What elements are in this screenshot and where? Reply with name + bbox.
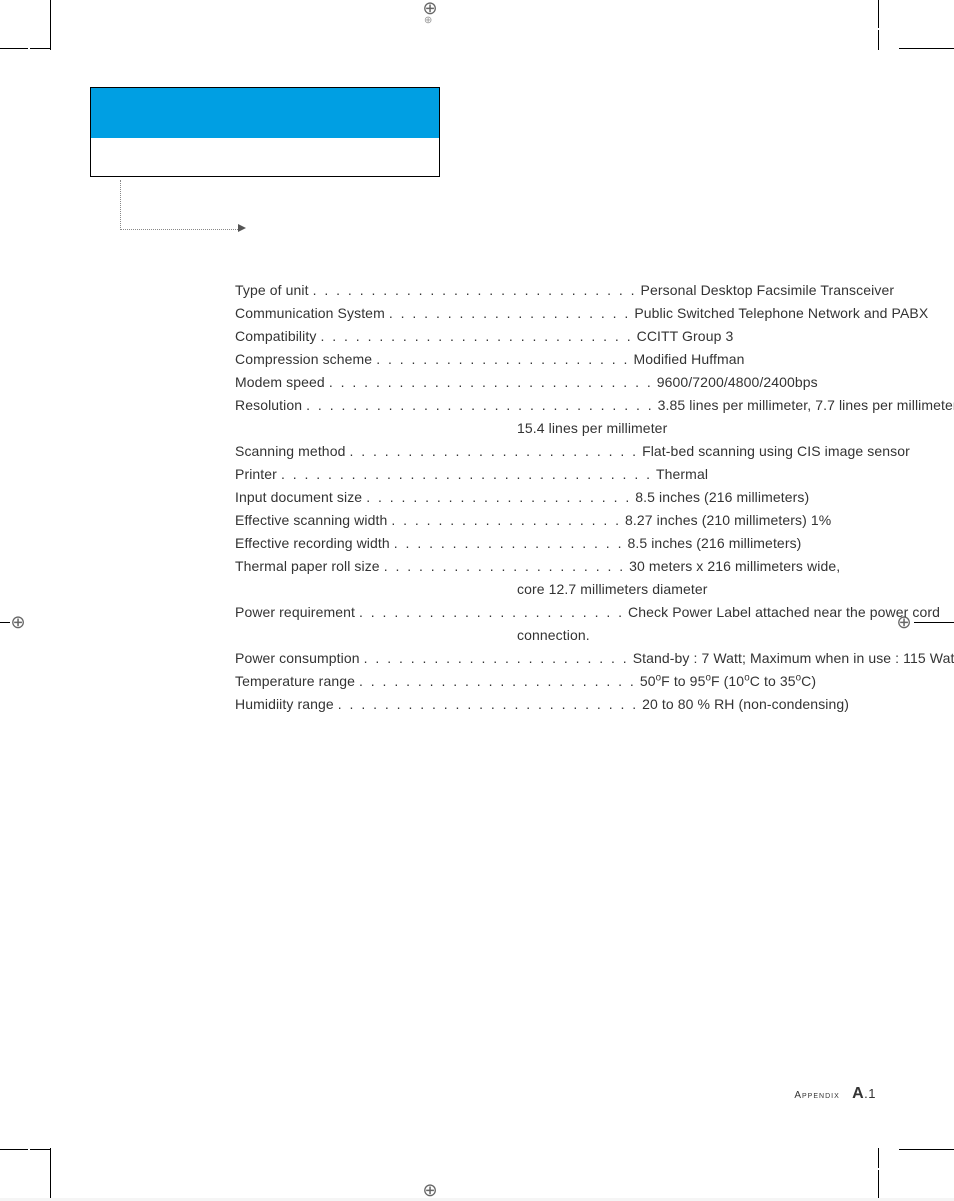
registration-mark bbox=[420, 1180, 440, 1200]
spec-value-continuation: 15.4 lines per millimeter bbox=[517, 421, 859, 435]
spec-value: Flat-bed scanning using CIS image sensor bbox=[642, 444, 910, 458]
spec-row: Humidiity range. . . . . . . . . . . . .… bbox=[235, 697, 859, 711]
registration-mark bbox=[8, 612, 28, 632]
spec-value: 30 meters x 216 millimeters wide, bbox=[629, 559, 840, 573]
spec-value: 8.5 inches (216 millimeters) bbox=[627, 536, 801, 550]
spec-value: Stand-by : 7 Watt; Maximum when in use :… bbox=[633, 651, 954, 665]
frame-line bbox=[878, 1148, 879, 1168]
spec-dots: . . . . . . . . . . . . . . . . . . . . … bbox=[360, 651, 633, 665]
crop-mark bbox=[878, 0, 879, 28]
spec-dots: . . . . . . . . . . . . . . . . . . . . … bbox=[355, 605, 628, 619]
section-header-white bbox=[91, 138, 439, 176]
spec-dots: . . . . . . . . . . . . . . . . . . . . … bbox=[362, 490, 635, 504]
spec-label: Compression scheme bbox=[235, 352, 372, 366]
spec-row: Scanning method. . . . . . . . . . . . .… bbox=[235, 444, 859, 458]
spec-value: 3.85 lines per millimeter, 7.7 lines per… bbox=[658, 398, 954, 412]
content-area: Type of unit. . . . . . . . . . . . . . … bbox=[90, 85, 879, 1113]
spec-label: Resolution bbox=[235, 398, 302, 412]
crop-mark bbox=[878, 1170, 879, 1198]
registration-mark bbox=[418, 10, 438, 30]
crop-mark bbox=[899, 1149, 954, 1150]
spec-label: Temperature range bbox=[235, 674, 355, 688]
spec-row: Compression scheme. . . . . . . . . . . … bbox=[235, 352, 859, 366]
spec-label: Printer bbox=[235, 467, 277, 481]
spec-dots: . . . . . . . . . . . . . . . . . . . . … bbox=[316, 329, 636, 343]
spec-value: Check Power Label attached near the powe… bbox=[628, 605, 940, 619]
spec-row: Printer. . . . . . . . . . . . . . . . .… bbox=[235, 467, 859, 481]
spec-label: Modem speed bbox=[235, 375, 325, 389]
footer-page-letter: A bbox=[852, 1085, 864, 1102]
section-header-box bbox=[90, 87, 440, 177]
spec-dots: . . . . . . . . . . . . . . . . . . . . … bbox=[345, 444, 642, 458]
spec-label: Thermal paper roll size bbox=[235, 559, 380, 573]
spec-label: Input document size bbox=[235, 490, 362, 504]
spec-value: 20 to 80 % RH (non-condensing) bbox=[642, 697, 849, 711]
crop-mark bbox=[899, 48, 954, 49]
spec-value: CCITT Group 3 bbox=[637, 329, 734, 343]
spec-label: Effective recording width bbox=[235, 536, 390, 550]
frame-line bbox=[50, 30, 51, 50]
spec-row: Modem speed. . . . . . . . . . . . . . .… bbox=[235, 375, 859, 389]
spec-dots: . . . . . . . . . . . . . . . . . . . . … bbox=[302, 398, 658, 412]
spec-label: Scanning method bbox=[235, 444, 345, 458]
frame-line bbox=[878, 30, 879, 50]
spec-value-continuation: core 12.7 millimeters diameter bbox=[517, 582, 859, 596]
spec-row: Resolution. . . . . . . . . . . . . . . … bbox=[235, 398, 859, 412]
spec-value: Modified Huffman bbox=[633, 352, 744, 366]
spec-value: Personal Desktop Facsimile Transceiver bbox=[641, 283, 895, 297]
spec-value: 9600/7200/4800/2400bps bbox=[657, 375, 818, 389]
section-header-blue bbox=[91, 88, 439, 138]
spec-row: Effective scanning width. . . . . . . . … bbox=[235, 513, 859, 527]
footer-prefix: Appendix bbox=[794, 1090, 839, 1101]
spec-value: 8.27 inches (210 millimeters) 1% bbox=[625, 513, 831, 527]
spec-row: Input document size. . . . . . . . . . .… bbox=[235, 490, 859, 504]
spec-label: Communication System bbox=[235, 306, 385, 320]
spec-dots: . . . . . . . . . . . . . . . . . . . . … bbox=[355, 674, 640, 688]
frame-line bbox=[30, 48, 50, 49]
spec-dots: . . . . . . . . . . . . . . . . . . . . … bbox=[325, 375, 657, 389]
spec-value-continuation: connection. bbox=[517, 628, 859, 642]
spec-row: Communication System. . . . . . . . . . … bbox=[235, 306, 859, 320]
footer-page-sub: .1 bbox=[864, 1086, 876, 1101]
spec-dots: . . . . . . . . . . . . . . . . . . . . … bbox=[380, 559, 629, 573]
spec-dots: . . . . . . . . . . . . . . . . . . . . … bbox=[372, 352, 633, 366]
spec-row: Power requirement. . . . . . . . . . . .… bbox=[235, 605, 859, 619]
spec-row: Type of unit. . . . . . . . . . . . . . … bbox=[235, 283, 859, 297]
spec-label: Power requirement bbox=[235, 605, 355, 619]
spec-dots: . . . . . . . . . . . . . . . . . . . . … bbox=[385, 306, 634, 320]
specifications-list: Type of unit. . . . . . . . . . . . . . … bbox=[235, 283, 859, 720]
spec-dots: . . . . . . . . . . . . . . . . . . . . … bbox=[277, 467, 656, 481]
crop-mark bbox=[0, 622, 10, 623]
crop-mark bbox=[0, 1149, 28, 1150]
spec-value: Public Switched Telephone Network and PA… bbox=[634, 306, 928, 320]
spec-value: Thermal bbox=[656, 467, 708, 481]
crop-mark bbox=[914, 622, 954, 623]
arrowhead-icon bbox=[238, 224, 246, 232]
spec-dots: . . . . . . . . . . . . . . . . . . . . … bbox=[334, 697, 642, 711]
spec-row: Thermal paper roll size. . . . . . . . .… bbox=[235, 559, 859, 573]
spec-value: 8.5 inches (216 millimeters) bbox=[635, 490, 809, 504]
page-footer: Appendix A.1 bbox=[794, 1085, 876, 1103]
spec-row: Compatibility. . . . . . . . . . . . . .… bbox=[235, 329, 859, 343]
frame-line bbox=[30, 1149, 50, 1150]
crop-mark bbox=[0, 48, 28, 49]
frame-line bbox=[50, 1148, 51, 1168]
spec-row: Temperature range. . . . . . . . . . . .… bbox=[235, 674, 859, 688]
spec-dots: . . . . . . . . . . . . . . . . . . . . bbox=[387, 513, 625, 527]
spec-row: Power consumption. . . . . . . . . . . .… bbox=[235, 651, 859, 665]
page: Type of unit. . . . . . . . . . . . . . … bbox=[0, 0, 954, 1198]
dotted-connector bbox=[120, 180, 240, 230]
spec-label: Type of unit bbox=[235, 283, 309, 297]
spec-dots: . . . . . . . . . . . . . . . . . . . . bbox=[390, 536, 628, 550]
spec-dots: . . . . . . . . . . . . . . . . . . . . … bbox=[309, 283, 641, 297]
spec-label: Power consumption bbox=[235, 651, 360, 665]
spec-row: Effective recording width. . . . . . . .… bbox=[235, 536, 859, 550]
spec-label: Humidiity range bbox=[235, 697, 334, 711]
spec-value: 50oF to 95oF (10oC to 35oC) bbox=[640, 674, 816, 688]
spec-label: Effective scanning width bbox=[235, 513, 387, 527]
spec-label: Compatibility bbox=[235, 329, 316, 343]
